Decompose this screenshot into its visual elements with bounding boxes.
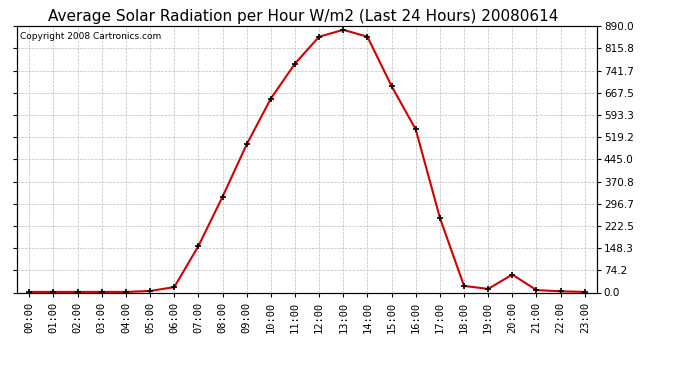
Text: Average Solar Radiation per Hour W/m2 (Last 24 Hours) 20080614: Average Solar Radiation per Hour W/m2 (L… [48,9,559,24]
Text: Copyright 2008 Cartronics.com: Copyright 2008 Cartronics.com [20,32,161,40]
